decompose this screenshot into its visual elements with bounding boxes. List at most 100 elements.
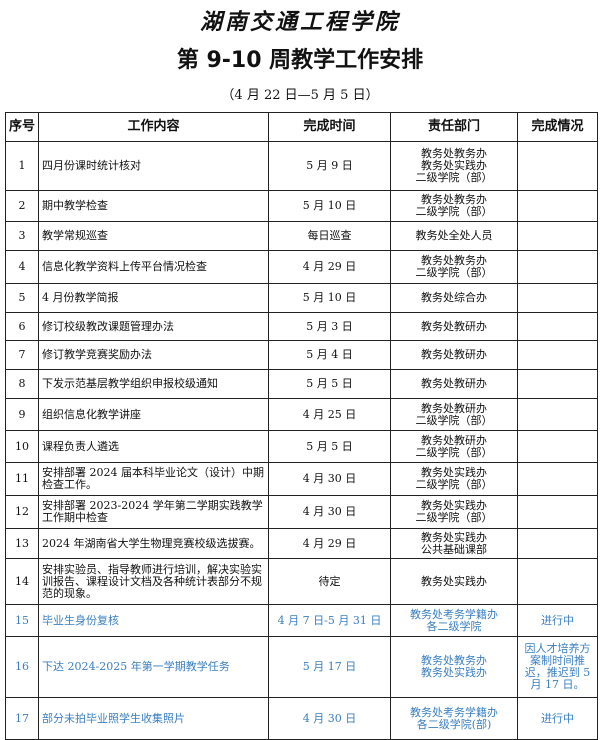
row-number: 6 [5, 312, 39, 341]
due-date: 5 月 4 日 [268, 340, 391, 370]
status: 因人才培养方案制时间推迟，推迟到 5 月 17 日。 [517, 636, 598, 698]
department: 教务处教务办 教务处实践办 二级学院（部） [390, 141, 518, 191]
department-line: 教务处实践办 [421, 530, 487, 544]
header-row: 序号 工作内容 完成时间 责任部门 完成情况 [5, 112, 598, 142]
department-line: 教务处考务学籍办 [410, 705, 498, 719]
work-content: 下达 2024-2025 年第一学期教学任务 [38, 636, 269, 698]
department: 教务处教研办 二级学院（部） [390, 398, 518, 431]
department-line: 二级学院（部） [415, 445, 493, 459]
work-content: 安排部署 2024 届本科毕业论文（设计）中期检查工作。 [38, 462, 269, 496]
department: 教务处实践办 二级学院（部） [390, 462, 518, 496]
department-line: 教务处实践办 [421, 574, 487, 588]
work-content: 安排部署 2023-2024 学年第二学期实践教学工作期中检查 [38, 495, 269, 529]
status: 进行中 [517, 604, 598, 637]
column-header: 完成时间 [268, 112, 391, 142]
table-row: 10 课程负责人遴选 5 月 5 日教务处教研办 二级学院（部） [5, 430, 598, 463]
table-row: 9 组织信息化教学讲座 4 月 25 日教务处教研办 二级学院（部） [5, 398, 598, 431]
row-number: 10 [5, 430, 39, 463]
due-date: 5 月 10 日 [268, 283, 391, 313]
status [517, 558, 598, 605]
table-row: 6 修订校级教改课题管理办法 5 月 3 日 教务处教研办 [5, 312, 598, 341]
department-line: 教务处教研办 [421, 401, 487, 415]
department-line: 教务处教研办 [421, 348, 487, 361]
department-line: 二级学院（部） [415, 266, 493, 279]
department-line: 教务处教研办 [421, 319, 487, 333]
due-date: 5 月 5 日 [268, 430, 391, 463]
due-date: 4 月 25 日 [268, 398, 391, 431]
due-date: 4 月 29 日 [268, 528, 391, 559]
department: 教务处教务办 二级学院（部） [390, 250, 518, 284]
due-date: 4 月 7 日-5 月 31 日 [268, 604, 391, 637]
table-row: 7 修订教学竞赛奖励办法 5 月 4 日 教务处教研办 [5, 340, 598, 370]
row-number: 2 [5, 190, 39, 222]
due-date: 5 月 3 日 [268, 312, 391, 341]
department-line: 教务处教务办 [421, 147, 487, 160]
work-content: 信息化教学资料上传平台情况检查 [38, 250, 269, 284]
table-row: 2 期中教学检查 5 月 10 日教务处教务办 二级学院（部） [5, 190, 598, 222]
table-row: 3 教学常规巡查 每日巡查 教务处全处人员 [5, 221, 598, 251]
department: 教务处实践办 二级学院（部） [390, 495, 518, 529]
due-date: 5 月 17 日 [268, 636, 391, 698]
department: 教务处实践办 公共基础课部 [390, 528, 518, 559]
department-line: 教务处实践办 [421, 159, 487, 172]
schedule-table: 序号 工作内容 完成时间 责任部门 完成情况 1 四月份课时统计核对 5 月 9 日教务处教… [5, 112, 598, 740]
department-line: 教务处教务办 [421, 193, 487, 206]
row-number: 13 [5, 528, 39, 559]
department: 教务处考务学籍办 各二级学院 [390, 604, 518, 637]
department-line: 教务处全处人员 [415, 229, 493, 242]
status [517, 340, 598, 370]
department-line: 教务处实践办 [421, 499, 487, 512]
row-number: 16 [5, 636, 39, 698]
due-date: 4 月 30 日 [268, 462, 391, 496]
table-row: 17 部分未拍毕业照学生收集照片 4 月 30 日教务处考务学籍办 各二级学院(部) 进… [5, 697, 598, 740]
work-content: 毕业生身份复核 [38, 604, 269, 637]
date-range: （4 月 22 日—5 月 5 日） [221, 88, 379, 103]
department-line: 二级学院（部） [415, 171, 493, 184]
table-row: 15 毕业生身份复核 4 月 7 日-5 月 31 日教务处考务学籍办 各二级学院 进行… [5, 604, 598, 637]
department: 教务处综合办 [390, 283, 518, 313]
due-date: 5 月 9 日 [268, 141, 391, 191]
column-header: 工作内容 [38, 112, 269, 142]
row-number: 5 [5, 283, 39, 313]
table-row: 13 2024 年湖南省大学生物理竞赛校级选拔赛。 4 月 29 日教务处实践办 公共… [5, 528, 598, 559]
row-number: 9 [5, 398, 39, 431]
work-content: 课程负责人遴选 [38, 430, 269, 463]
status [517, 190, 598, 222]
status [517, 141, 598, 191]
department: 教务处教务办 教务处实践办 [390, 636, 518, 698]
due-date: 4 月 29 日 [268, 250, 391, 284]
department: 教务处教研办 [390, 312, 518, 341]
department-line: 教务处实践办 [421, 466, 487, 479]
due-date: 每日巡查 [268, 221, 391, 251]
department-line: 教务处实践办 [421, 666, 487, 679]
due-date: 待定 [268, 558, 391, 605]
due-date: 5 月 10 日 [268, 190, 391, 222]
row-number: 1 [5, 141, 39, 191]
work-content: 修订教学竞赛奖励办法 [38, 340, 269, 370]
work-content: 四月份课时统计核对 [38, 141, 269, 191]
status [517, 495, 598, 529]
department-line: 教务处综合办 [421, 291, 487, 304]
status: 进行中 [517, 697, 598, 740]
row-number: 3 [5, 221, 39, 251]
school-name: 湖南交通工程学院 [199, 9, 400, 35]
row-number: 14 [5, 558, 39, 605]
status [517, 221, 598, 251]
table-row: 4 信息化教学资料上传平台情况检查 4 月 29 日教务处教务办 二级学院（部） [5, 250, 598, 284]
due-date: 4 月 30 日 [268, 697, 391, 740]
status [517, 250, 598, 284]
department-line: 二级学院（部） [415, 413, 493, 427]
work-content: 4 月份教学简报 [38, 283, 269, 313]
row-number: 11 [5, 462, 39, 496]
department-line: 教务处教研办 [421, 377, 487, 390]
department-line: 各二级学院(部) [416, 717, 492, 731]
department-line: 二级学院（部） [415, 511, 493, 524]
status [517, 283, 598, 313]
table-row: 11 安排部署 2024 届本科毕业论文（设计）中期检查工作。 4 月 30 日教务… [5, 462, 598, 496]
work-content: 下发示范基层教学组织申报校级通知 [38, 369, 269, 399]
table-row: 12 安排部署 2023-2024 学年第二学期实践教学工作期中检查 4 月 30 … [5, 495, 598, 529]
work-content: 期中教学检查 [38, 190, 269, 222]
column-header: 序号 [5, 112, 39, 142]
